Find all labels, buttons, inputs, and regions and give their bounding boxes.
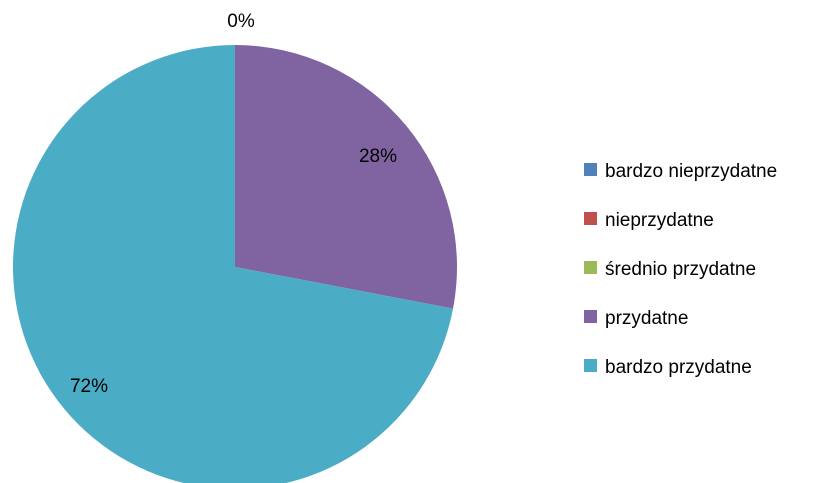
data-label-0-percent: 0% xyxy=(227,11,255,32)
legend-label: bardzo przydatne xyxy=(605,357,752,378)
legend-swatch xyxy=(584,261,597,274)
legend-swatch xyxy=(584,163,597,176)
legend-label: średnio przydatne xyxy=(605,259,756,280)
legend-item-nieprzydatne: nieprzydatne xyxy=(584,210,714,231)
pie-slices xyxy=(13,45,457,483)
legend-item-bardzo-nieprzydatne: bardzo nieprzydatne xyxy=(584,161,777,182)
legend-label: bardzo nieprzydatne xyxy=(605,161,777,182)
legend-item-przydatne: przydatne xyxy=(584,308,688,329)
legend-swatch xyxy=(584,310,597,323)
legend-swatch xyxy=(584,359,597,372)
legend-item-bardzo-przydatne: bardzo przydatne xyxy=(584,357,752,378)
legend-label: nieprzydatne xyxy=(605,210,714,231)
data-label-bardzo-przydatne: 72% xyxy=(70,376,108,397)
legend-swatch xyxy=(584,212,597,225)
legend-label: przydatne xyxy=(605,308,688,329)
pie-slice-bardzo-przydatne xyxy=(13,45,454,483)
pie-slice-przydatne xyxy=(235,45,457,309)
pie-data-labels: 0% 28% 72% xyxy=(70,11,397,397)
data-label-przydatne: 28% xyxy=(359,146,397,167)
legend-item-srednio-przydatne: średnio przydatne xyxy=(584,259,756,280)
legend: bardzo nieprzydatne nieprzydatne średnio p… xyxy=(584,161,777,378)
